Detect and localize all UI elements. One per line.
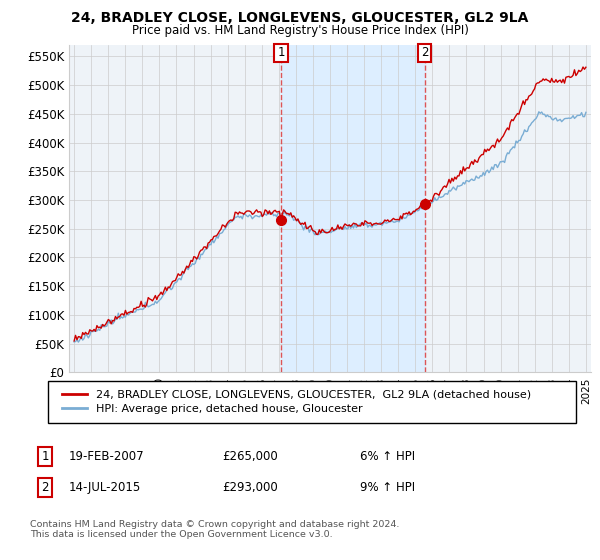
Text: 14-JUL-2015: 14-JUL-2015 [69, 480, 141, 494]
Text: 1: 1 [277, 46, 285, 59]
Text: 24, BRADLEY CLOSE, LONGLEVENS, GLOUCESTER, GL2 9LA: 24, BRADLEY CLOSE, LONGLEVENS, GLOUCESTE… [71, 11, 529, 25]
Text: 19-FEB-2007: 19-FEB-2007 [69, 450, 145, 463]
Legend: 24, BRADLEY CLOSE, LONGLEVENS, GLOUCESTER,  GL2 9LA (detached house), HPI: Avera: 24, BRADLEY CLOSE, LONGLEVENS, GLOUCESTE… [59, 386, 534, 417]
Text: 9% ↑ HPI: 9% ↑ HPI [360, 480, 415, 494]
Text: 1: 1 [41, 450, 49, 463]
Text: £293,000: £293,000 [222, 480, 278, 494]
Text: £265,000: £265,000 [222, 450, 278, 463]
Text: 6% ↑ HPI: 6% ↑ HPI [360, 450, 415, 463]
Bar [281, 45, 425, 372]
Text: 2: 2 [421, 46, 428, 59]
Text: 2: 2 [41, 480, 49, 494]
FancyBboxPatch shape [48, 381, 576, 423]
Text: Contains HM Land Registry data © Crown copyright and database right 2024.
This d: Contains HM Land Registry data © Crown c… [30, 520, 400, 539]
Text: Price paid vs. HM Land Registry's House Price Index (HPI): Price paid vs. HM Land Registry's House … [131, 24, 469, 36]
